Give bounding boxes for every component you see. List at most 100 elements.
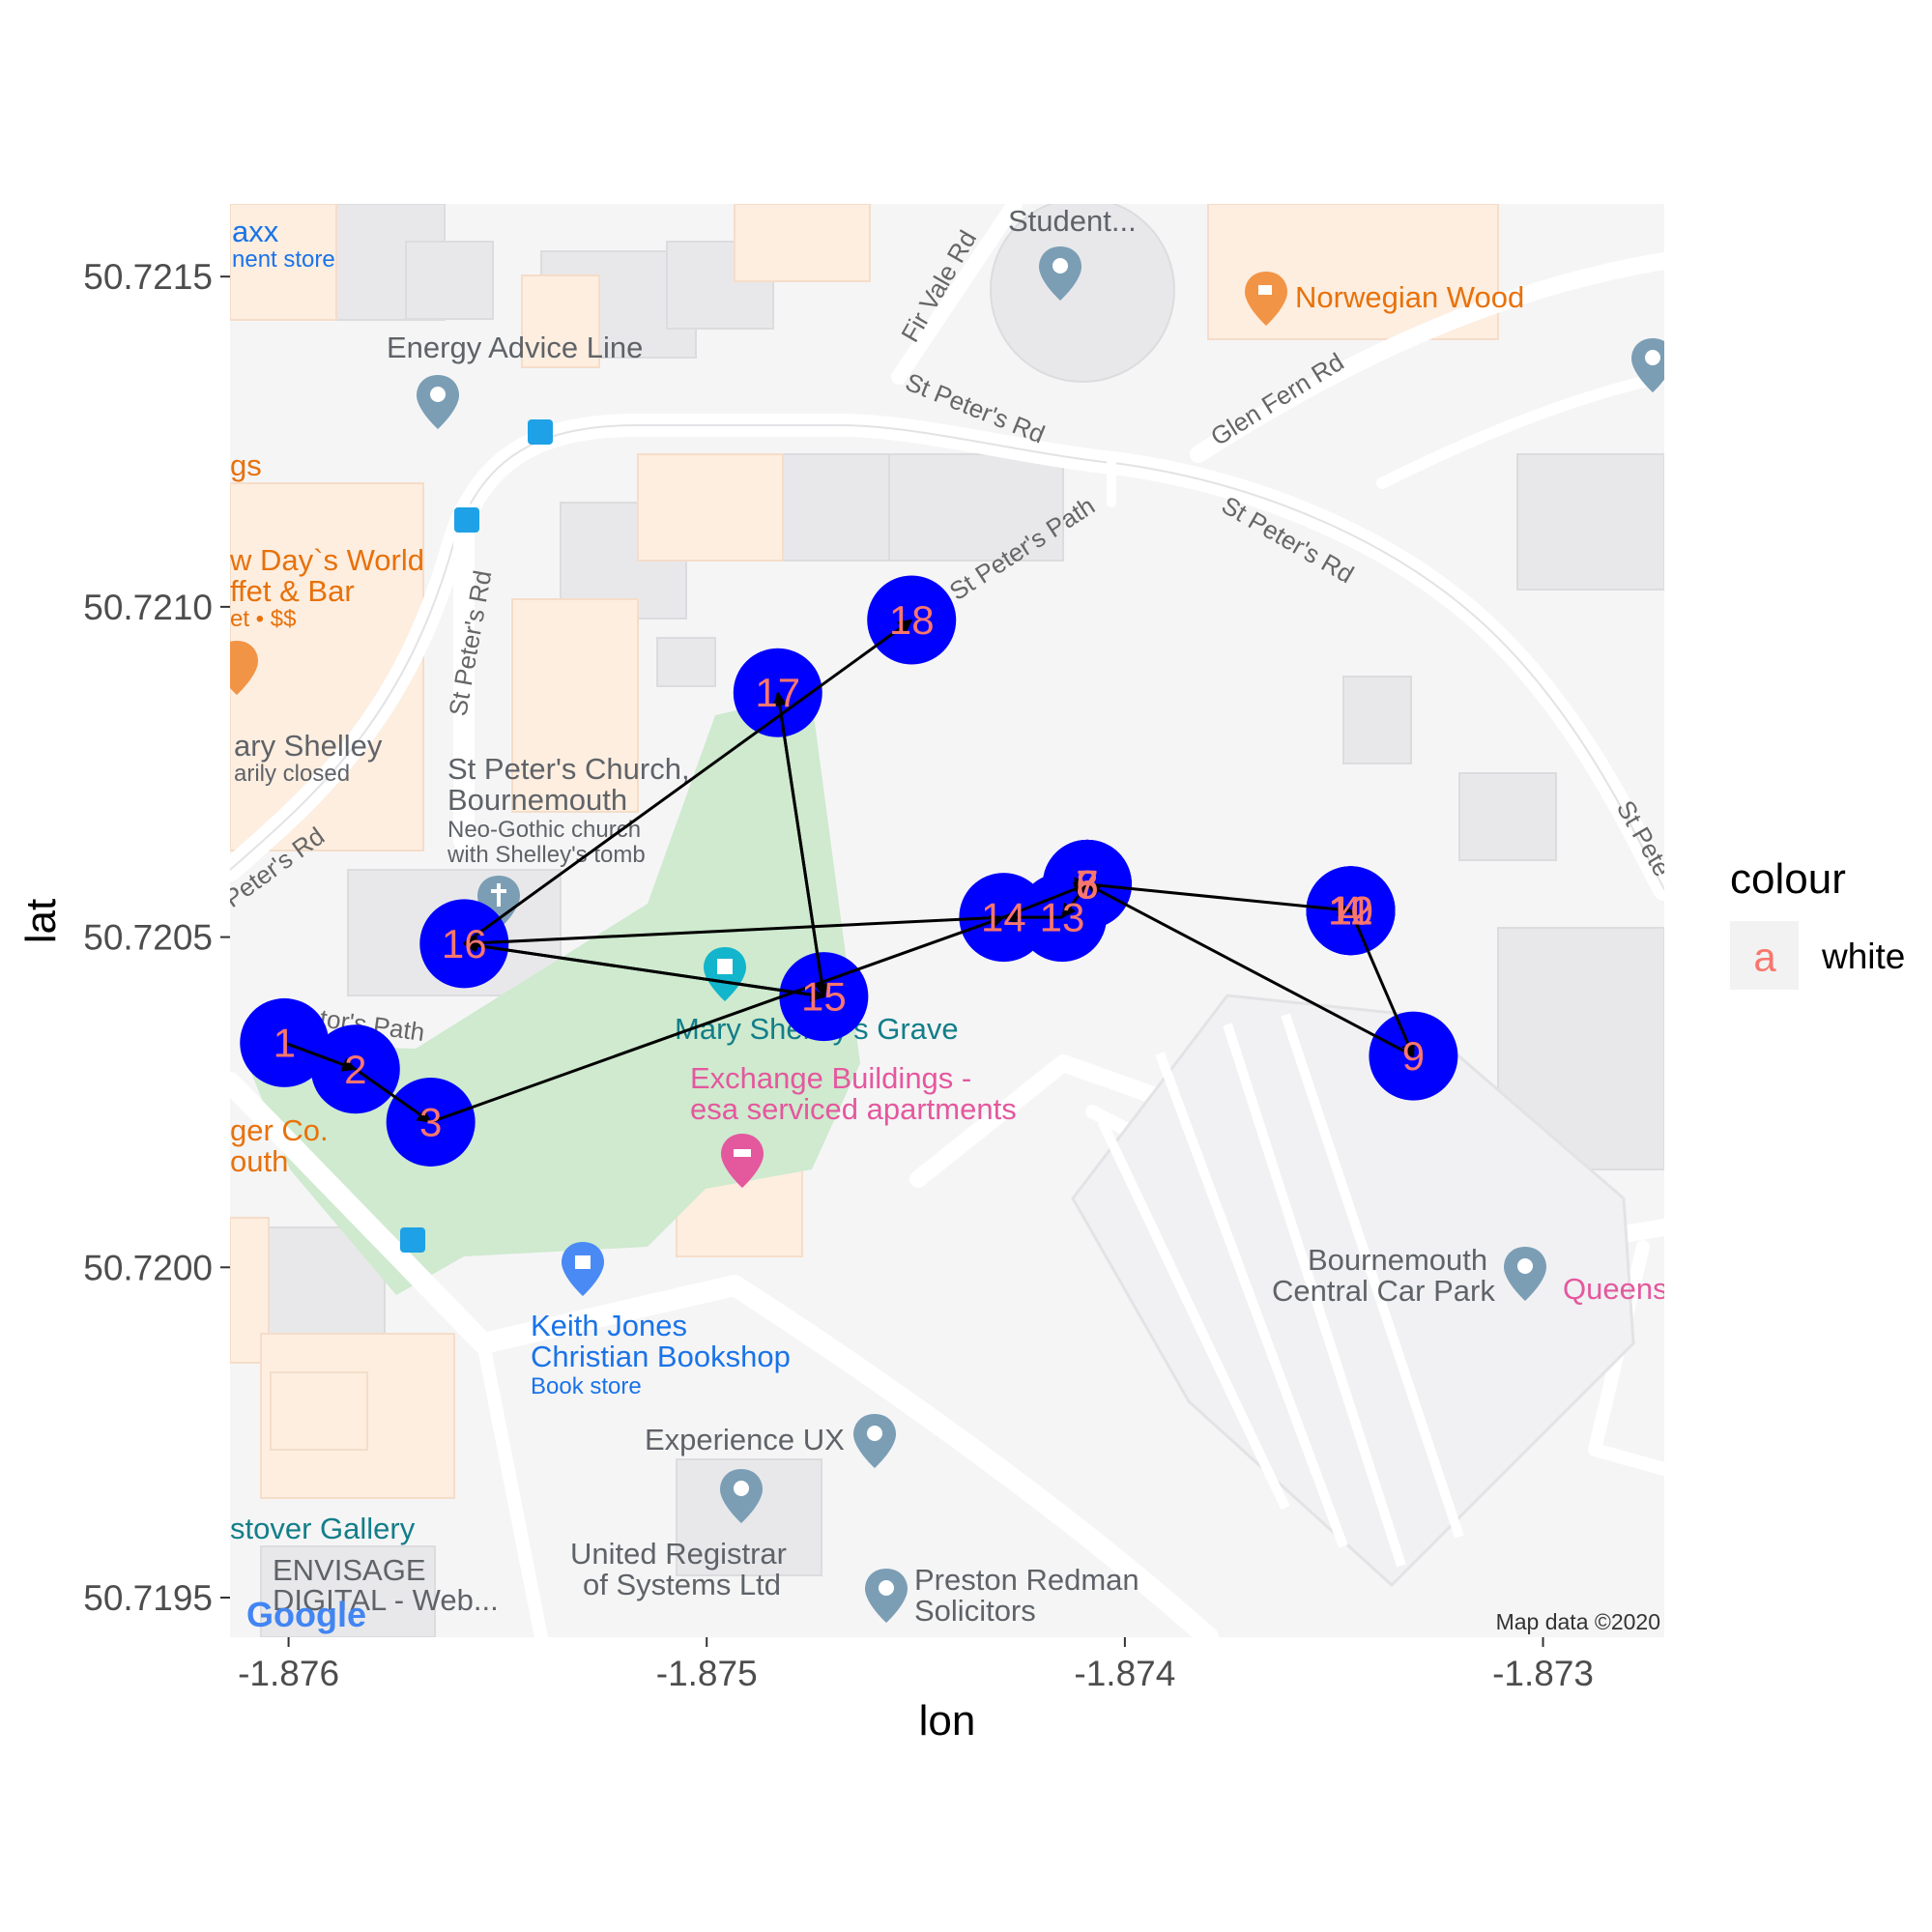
place-label: Exchange Buildings - [690, 1061, 971, 1095]
pin-preston-redman-icon [865, 1569, 908, 1623]
place-label: axx [232, 215, 279, 248]
place-label: Bournemouth [447, 783, 627, 817]
y-axis: 50.7195 50.7200 50.7205 50.7210 50.7215 [83, 257, 230, 1618]
place-label: arily closed [234, 761, 350, 787]
pin-registrar-icon [720, 1469, 763, 1523]
place-label: stover Gallery [230, 1512, 416, 1545]
path-segment [430, 914, 1005, 1124]
place-label: Energy Advice Line [387, 331, 643, 364]
x-tick-label: -1.873 [1492, 1654, 1594, 1693]
place-label: w Day`s World [229, 543, 424, 577]
path-segment [776, 692, 829, 998]
track-path [283, 619, 1415, 1124]
place-label: Preston Redman [914, 1563, 1139, 1597]
place-label: Norwegian Wood [1295, 280, 1524, 314]
place-label: Keith Jones [531, 1309, 687, 1342]
path-segment [463, 619, 913, 945]
map-pins [230, 246, 1664, 1623]
point-label: 18 [889, 597, 935, 643]
point-label: 8 [1076, 861, 1098, 907]
place-label: et • $$ [230, 606, 296, 632]
path-segment [354, 1068, 432, 1124]
pin-student-icon [1039, 246, 1081, 301]
place-label: with Shelley's tomb [447, 842, 646, 868]
place-label: Experience UX [645, 1423, 845, 1456]
place-label: Solicitors [914, 1594, 1036, 1628]
x-tick-label: -1.876 [238, 1654, 339, 1693]
point-label: 16 [442, 921, 487, 966]
place-label: Christian Bookshop [531, 1340, 791, 1373]
point-label: 1 [274, 1020, 296, 1065]
point-label: 15 [801, 974, 847, 1020]
place-label: Queens [1563, 1272, 1668, 1306]
x-axis-title: lon [919, 1697, 976, 1745]
map-attribution: Map data ©2020 [1496, 1609, 1660, 1634]
place-label: esa serviced apartments [690, 1092, 1017, 1126]
place-label: United Registrar [570, 1537, 787, 1571]
point-label: 13 [1040, 895, 1085, 940]
place-label: St Peter's Church, [447, 752, 690, 786]
pin-exchange-buildings-icon [721, 1134, 764, 1188]
y-axis-title: lat [17, 899, 65, 943]
pin-experience-ux-icon [853, 1414, 896, 1468]
place-label: Neo-Gothic church [447, 817, 641, 843]
path-segment [1085, 882, 1415, 1057]
path-segment [1349, 909, 1415, 1057]
place-label: Student... [1008, 204, 1137, 238]
point-label: 7 [1076, 861, 1098, 907]
pin-top-right-icon [1631, 338, 1664, 392]
point-label: 10 [1328, 888, 1373, 934]
place-label: ffet & Bar [230, 574, 355, 608]
pin-energy-advice-icon [417, 375, 459, 429]
point-label: 12 [1328, 888, 1373, 934]
place-label: ger Co. [230, 1113, 329, 1147]
point-label: 4 [1340, 888, 1362, 934]
place-label: outh [230, 1144, 288, 1178]
path-segment [1002, 881, 1089, 919]
point-label: 17 [755, 670, 800, 715]
place-label: Bournemouth [1308, 1243, 1487, 1277]
point-label: 9 [1402, 1033, 1425, 1079]
google-logo: Google [246, 1595, 366, 1634]
pin-restaurant-icon [230, 641, 258, 695]
place-label: of Systems Ltd [583, 1568, 781, 1601]
place-label: ENVISAGE [273, 1553, 426, 1587]
x-tick-label: -1.875 [656, 1654, 758, 1693]
path-segment [283, 1041, 358, 1072]
y-tick-label: 50.7215 [83, 257, 213, 297]
y-tick-label: 50.7205 [83, 918, 213, 958]
legend-key-glyph: a [1753, 935, 1776, 980]
point-label: 14 [981, 895, 1026, 940]
y-tick-label: 50.7195 [83, 1578, 213, 1618]
y-tick-label: 50.7210 [83, 588, 213, 627]
place-label: Central Car Park [1272, 1274, 1495, 1308]
x-tick-label: -1.874 [1074, 1654, 1175, 1693]
place-label: DIGITAL - Web... [273, 1583, 499, 1617]
point-label: 11 [1330, 888, 1372, 934]
pin-grave-icon [704, 947, 746, 1001]
car-park-lanes [1097, 1013, 1464, 1568]
path-segment [1086, 882, 1353, 917]
point-label: 3 [419, 1099, 442, 1144]
place-label: ary Shelley [234, 729, 383, 763]
legend-key [1730, 921, 1799, 990]
x-axis: -1.876 -1.875 -1.874 -1.873 [238, 1637, 1594, 1693]
pin-bookshop-icon [562, 1242, 604, 1296]
bus-stop-icon [400, 419, 553, 1253]
pin-norwegian-wood-icon [1245, 272, 1287, 326]
legend-title: colour [1730, 855, 1846, 903]
pin-car-park-icon [1504, 1247, 1546, 1301]
point-label: 2 [344, 1047, 366, 1092]
legend-entry-label: white [1821, 937, 1905, 976]
map-tile: axx nent store Energy Advice Line Studen… [229, 204, 1668, 1637]
commercial-buildings [230, 204, 1499, 1499]
point-label: 6 [1076, 861, 1098, 907]
path-segment [462, 915, 1004, 951]
path-segment [462, 937, 824, 998]
path-segment [1060, 883, 1089, 919]
place-label: nent store [232, 246, 335, 273]
point-label: 5 [1076, 861, 1098, 907]
place-label: Book store [531, 1373, 642, 1399]
